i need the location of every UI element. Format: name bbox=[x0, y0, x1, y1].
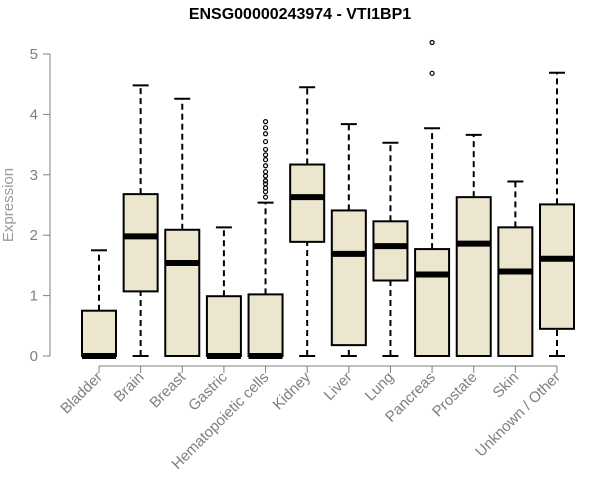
outlier-pancreas bbox=[429, 39, 435, 46]
y-tick-label: 5 bbox=[30, 46, 38, 63]
x-tick-label-prostate: Prostate bbox=[429, 369, 481, 421]
x-tick-label-bladder: Bladder bbox=[57, 369, 106, 418]
outlier-hematopoietic-cells bbox=[262, 119, 269, 125]
box-breast bbox=[164, 228, 201, 358]
outlier-hematopoietic-cells bbox=[262, 157, 269, 163]
outlier-hematopoietic-cells bbox=[262, 181, 269, 187]
outlier-hematopoietic-cells bbox=[262, 173, 269, 179]
x-tick-label-breast: Breast bbox=[146, 368, 189, 411]
box-bladder bbox=[81, 309, 117, 358]
x-tick-label-lung: Lung bbox=[362, 369, 398, 405]
outlier-hematopoietic-cells bbox=[262, 178, 269, 184]
x-tick-label-brain: Brain bbox=[111, 369, 148, 406]
outlier-hematopoietic-cells bbox=[262, 146, 269, 153]
box-lung bbox=[372, 220, 409, 282]
box-hematopoietic-cells bbox=[247, 293, 284, 357]
y-tick-label: 2 bbox=[30, 227, 38, 244]
box-brain bbox=[122, 193, 159, 293]
chart-title: ENSG00000243974 - VTI1BP1 bbox=[188, 6, 412, 23]
outlier-hematopoietic-cells bbox=[262, 163, 269, 169]
outlier-pancreas bbox=[429, 70, 435, 76]
box-unknown-other bbox=[539, 203, 575, 330]
x-tick-label-kidney: Kidney bbox=[270, 368, 315, 413]
y-axis-label: Expression bbox=[0, 168, 17, 242]
outlier-hematopoietic-cells bbox=[262, 152, 269, 158]
y-tick-label: 4 bbox=[30, 106, 38, 123]
y-tick-label: 0 bbox=[30, 348, 38, 365]
outlier-hematopoietic-cells bbox=[262, 131, 269, 137]
box-pancreas bbox=[414, 248, 451, 357]
outlier-hematopoietic-cells bbox=[262, 138, 269, 145]
outlier-hematopoietic-cells bbox=[262, 169, 269, 175]
outlier-hematopoietic-cells bbox=[262, 125, 269, 131]
x-tick-label-liver: Liver bbox=[321, 369, 356, 404]
y-tick-label: 3 bbox=[30, 167, 38, 184]
box-kidney bbox=[289, 163, 326, 243]
x-tick-label-skin: Skin bbox=[490, 369, 523, 402]
box-prostate bbox=[455, 196, 492, 357]
y-tick-label: 1 bbox=[30, 288, 38, 305]
box-skin bbox=[497, 226, 534, 357]
outlier-hematopoietic-cells bbox=[262, 194, 269, 200]
box-gastric bbox=[205, 295, 242, 358]
box-liver bbox=[330, 209, 367, 347]
